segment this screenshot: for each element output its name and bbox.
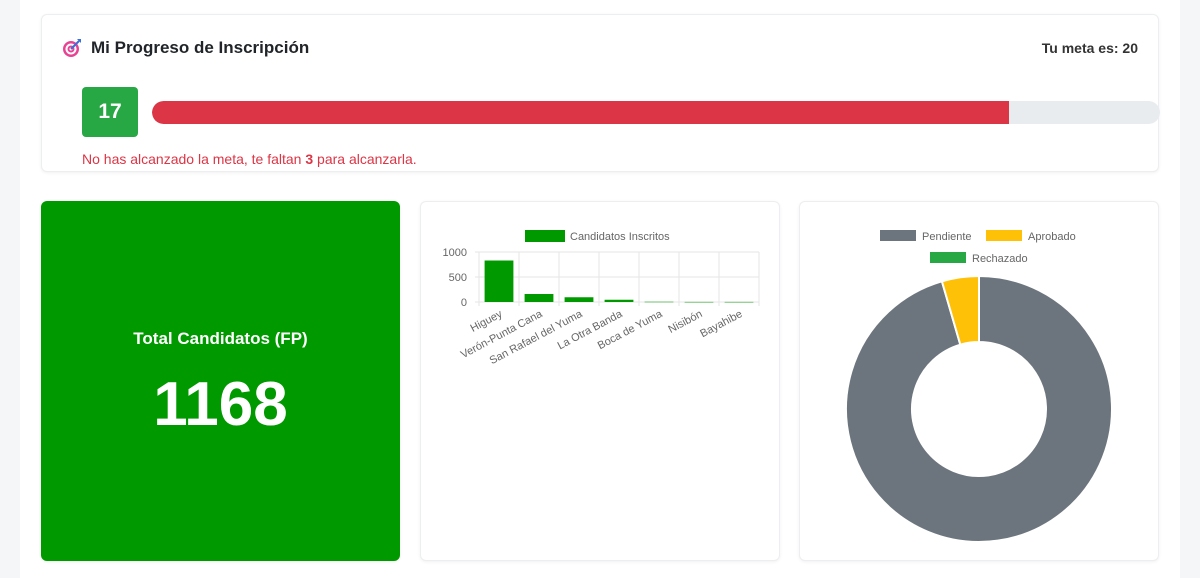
bar-chart-card: Candidatos Inscritos 1000 500 0 Higuey Verón-…: [420, 201, 780, 561]
legend-label-aprobado: Aprobado: [1028, 231, 1076, 243]
donut-slice-pendiente: [845, 274, 1113, 543]
donut-slice-aprobado: [940, 274, 980, 346]
total-candidates-value: 1168: [153, 370, 288, 439]
y-tick-label: 0: [461, 297, 467, 309]
target-icon: [62, 38, 82, 58]
bar-5: [684, 301, 714, 303]
progress-message-suffix: para alcanzarla.: [313, 151, 417, 167]
legend-swatch-candidatos-inscritos: [525, 230, 565, 242]
progress-title: Mi Progreso de Inscripción: [91, 38, 310, 57]
progress-message-prefix: No has alcanzado la meta, te faltan: [82, 151, 306, 167]
legend-label-candidatos-inscritos: Candidatos Inscritos: [570, 231, 670, 243]
legend-swatch-rechazado: [930, 252, 966, 263]
x-tick-label: Bayahibe: [698, 308, 744, 340]
bar-6: [724, 301, 754, 303]
legend-swatch-aprobado: [986, 230, 1022, 241]
progress-card: Mi Progreso de Inscripción Tu meta es: 2…: [41, 14, 1160, 172]
goal-label: Tu meta es: 20: [1041, 40, 1138, 56]
total-candidates-label: Total Candidatos (FP): [133, 329, 308, 348]
progress-header: Mi Progreso de Inscripción: [62, 38, 309, 58]
bar-1: [524, 294, 554, 302]
progress-message: No has alcanzado la meta, te faltan 3 pa…: [82, 151, 417, 167]
progress-bar-fill: [152, 101, 1009, 124]
total-candidates-card: Total Candidatos (FP) 1168: [41, 201, 400, 561]
donut-chart-card: Pendiente Aprobado Rechazado: [799, 201, 1159, 561]
bar-3: [604, 299, 634, 302]
remaining-count: 3: [305, 151, 314, 167]
bar-2: [564, 297, 594, 302]
progress-bar: [152, 101, 1160, 124]
y-tick-label: 500: [449, 272, 467, 284]
bar-0: [484, 260, 514, 302]
legend-label-rechazado: Rechazado: [972, 253, 1028, 265]
dashboard-main: Mi Progreso de Inscripción Tu meta es: 2…: [20, 0, 1180, 578]
legend-swatch-pendiente: [880, 230, 916, 241]
legend-label-pendiente: Pendiente: [922, 231, 972, 243]
current-count-badge: 17: [82, 87, 138, 137]
bar-4: [644, 301, 674, 303]
bar-chart: Candidatos Inscritos10005000HigueyVerón-…: [443, 230, 760, 367]
y-tick-label: 1000: [443, 247, 467, 259]
